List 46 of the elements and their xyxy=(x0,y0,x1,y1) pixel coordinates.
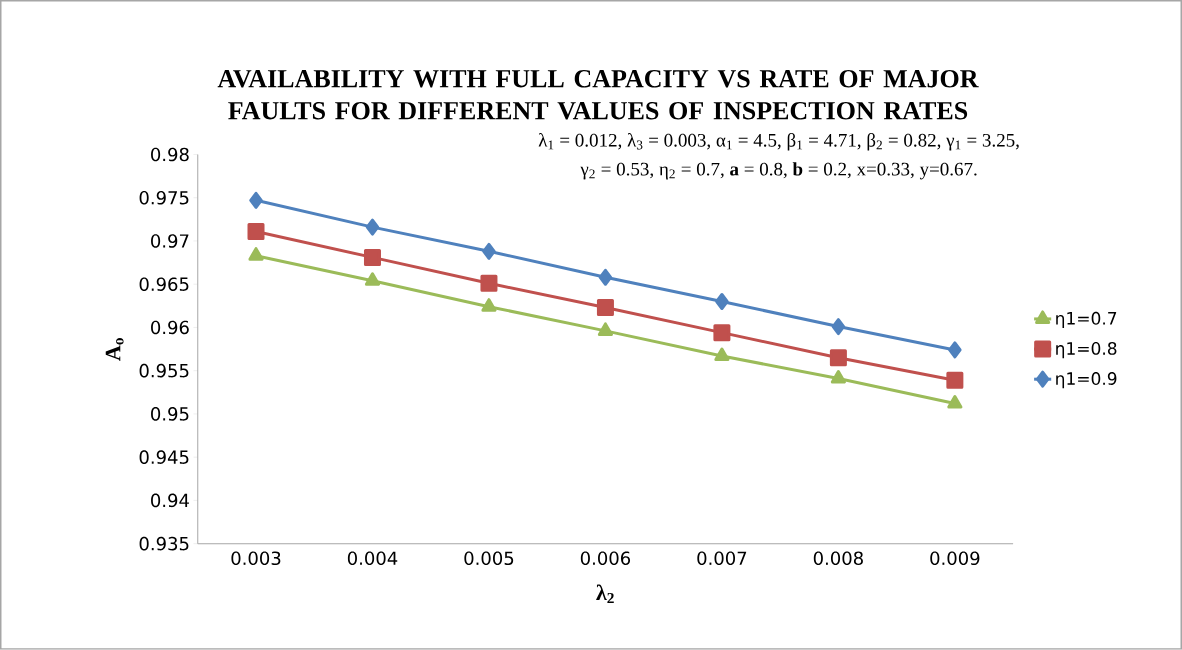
point xyxy=(480,274,498,292)
y-tick-label: 0.97 xyxy=(151,234,189,248)
point xyxy=(364,272,381,286)
x-tick-label: 0.005 xyxy=(464,551,514,566)
point xyxy=(714,347,730,362)
point xyxy=(947,395,963,409)
chart-title: AVAILABILITY WITH FULL CAPACITY VS RATE OF MAJOR FAULTS FOR DIFFERENT VALUES OF INSPECTION RATES xyxy=(217,70,979,120)
point xyxy=(363,249,381,267)
point xyxy=(831,318,846,336)
point xyxy=(249,191,263,209)
point xyxy=(715,293,729,311)
x-tick-label: 0.009 xyxy=(930,551,980,566)
text: γ$_{2}$ = 0.53, η$_{2}$ = 0.7, a = 0.8, b = 0.2, x=0.33, y=0.67. xyxy=(580,162,977,180)
point xyxy=(596,299,614,317)
x-tick-label: 0.008 xyxy=(813,551,863,566)
point xyxy=(948,341,962,359)
point xyxy=(597,322,613,337)
point xyxy=(481,298,497,312)
point xyxy=(713,324,731,342)
legend-label: η1=0.8 xyxy=(1056,342,1117,359)
point xyxy=(598,268,613,286)
y-tick-label: 0.965 xyxy=(139,277,189,292)
x-tick-label: 0.006 xyxy=(580,551,631,566)
x-tick-label: 0.004 xyxy=(347,551,398,566)
y-tick-label: 0.98 xyxy=(151,147,189,162)
legend-label: η1=0.7 xyxy=(1056,311,1117,329)
y-tick-label: 0.95 xyxy=(151,407,189,421)
text: λ$_{2}$ xyxy=(596,584,614,604)
y-tick-label: 0.96 xyxy=(151,320,189,335)
point xyxy=(482,242,496,260)
text: A$_{o}$ xyxy=(105,338,124,361)
y-tick-label: 0.955 xyxy=(139,363,189,378)
point xyxy=(365,218,380,236)
y-tick-label: 0.94 xyxy=(151,493,189,508)
point xyxy=(248,247,264,261)
point xyxy=(830,370,846,384)
legend-label: η1=0.9 xyxy=(1056,372,1117,389)
point xyxy=(247,223,265,241)
x-tick-label: 0.003 xyxy=(231,551,281,566)
text: λ$_{1}$ = 0.012, λ$_{3}$ = 0.003, α$_{1}$ = 4.5, β$_{1}$ = 4.71, β$_{2}$ = 0.82, γ$_{1}$ = 3.25, xyxy=(538,133,1019,151)
y-tick-label: 0.935 xyxy=(139,536,189,551)
y-tick-label: 0.975 xyxy=(139,191,189,205)
point xyxy=(946,371,964,389)
point xyxy=(829,349,847,367)
x-tick-label: 0.007 xyxy=(697,551,747,566)
y-tick-label: 0.945 xyxy=(139,450,189,465)
